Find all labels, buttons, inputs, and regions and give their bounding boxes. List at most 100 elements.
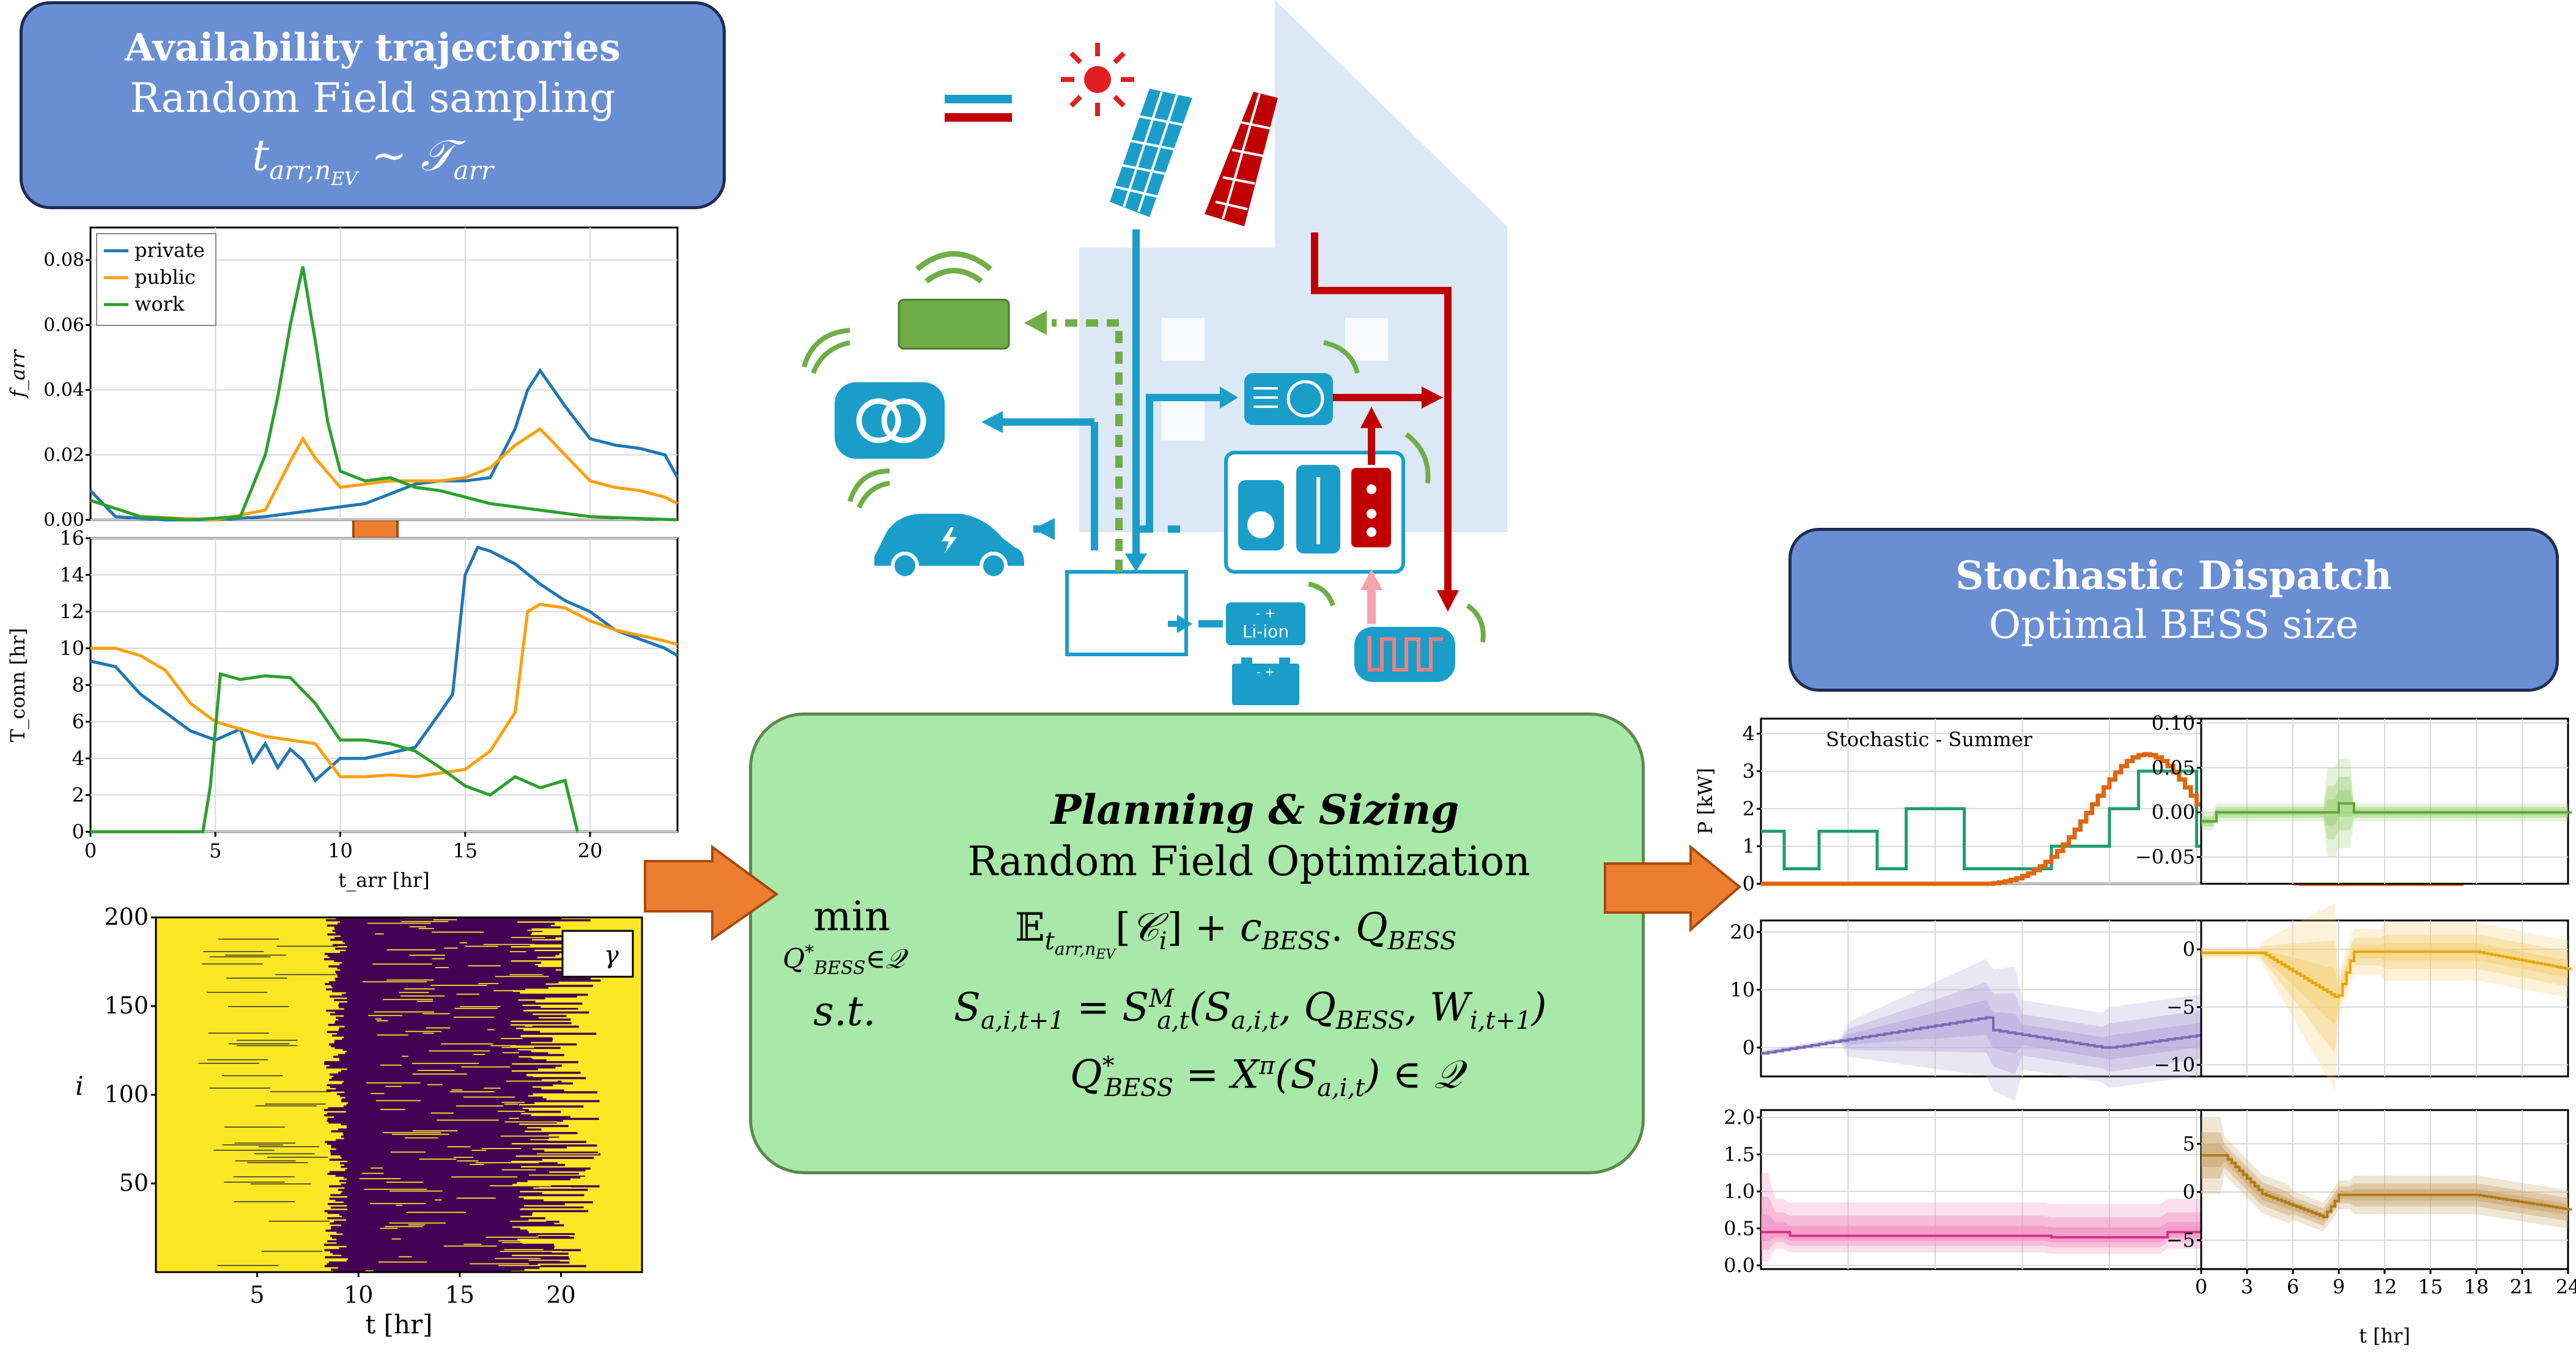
heatmap-row <box>337 974 601 977</box>
heatmap-gap <box>385 1086 402 1087</box>
heatmap-row <box>330 1073 526 1076</box>
heatmap-row <box>341 1215 520 1218</box>
ytick-label: 20 <box>1730 920 1755 944</box>
heatmap-row <box>343 1133 549 1136</box>
heatmap-gap <box>460 1006 501 1007</box>
ytick-label: 14 <box>59 563 84 587</box>
heatmap-row <box>327 924 551 927</box>
heatmap-gap <box>451 1176 518 1178</box>
heatmap-row <box>347 997 545 999</box>
ytick-label: 50 <box>119 1169 149 1196</box>
heatmap-gap <box>531 1057 552 1059</box>
ytick-label: 1.5 <box>1724 1143 1755 1166</box>
heatmap-gap <box>501 1046 534 1048</box>
heatmap-gap <box>456 993 479 995</box>
ytick-label: 0.00 <box>43 509 84 531</box>
heatmap-row <box>336 1087 542 1090</box>
heatmap-row <box>331 1146 567 1149</box>
heatmap-row <box>335 947 590 950</box>
ytick-label: 8 <box>72 673 84 697</box>
dispatch-line <box>2201 950 2572 998</box>
heatmap-row <box>338 1072 581 1074</box>
heatmap-row <box>329 1158 542 1161</box>
heatmap-row <box>346 1245 555 1248</box>
heatmap-row <box>327 1263 538 1265</box>
heatmap-row <box>335 979 601 982</box>
ytick-label: 200 <box>104 903 149 930</box>
heatmap-gap <box>386 949 436 950</box>
ytick-label: 5 <box>2183 1132 2195 1155</box>
ytick-label: 4 <box>72 747 84 770</box>
heatmap-row <box>327 1117 599 1120</box>
heatmap-row <box>347 1208 520 1211</box>
battery-signs: - + <box>1257 664 1275 679</box>
xtick-label: 0 <box>2195 1275 2207 1298</box>
heatmap-gap <box>371 1093 385 1094</box>
heatmap-row <box>324 953 559 955</box>
heatmap-row <box>327 1172 579 1176</box>
heatmap-gap <box>481 1148 521 1149</box>
heatmap-row <box>346 1182 517 1184</box>
heatmap-row <box>325 1256 569 1259</box>
heatmap-thin-line <box>254 1153 315 1155</box>
heatmap-row <box>338 1029 524 1032</box>
heatmap-row <box>342 1233 575 1235</box>
heatmap-row <box>334 1011 589 1014</box>
heatmap-row <box>346 1050 531 1053</box>
heatmap-row <box>345 1111 561 1113</box>
heatmap-gap <box>473 1054 485 1056</box>
heatmap-gap <box>371 1167 383 1169</box>
heatmap-gap <box>400 995 445 997</box>
heatmap-row <box>330 1194 585 1196</box>
ytick-label: 0.00 <box>2152 801 2195 824</box>
heatmap-row <box>336 1242 523 1245</box>
legend-label: public <box>135 265 196 289</box>
ytick-label: 0.06 <box>43 314 84 336</box>
heatmap-row <box>344 1091 597 1094</box>
heatmap-row <box>332 990 513 993</box>
heatmap-row <box>338 922 555 925</box>
heatmap-row <box>327 1240 520 1243</box>
heatmap-row <box>346 1259 560 1262</box>
ytick-label: 100 <box>104 1081 149 1108</box>
heatmap-row <box>344 1176 581 1179</box>
transition-eq: Sa,i,t+1 = SMa,t(Sa,i,t, QBESS, Wi,t+1) <box>954 985 1547 1035</box>
heatmap-row <box>344 1036 553 1039</box>
ytick-label: 0 <box>2183 938 2195 961</box>
heat-lines <box>1311 232 1452 599</box>
heatmap-row <box>328 1261 570 1264</box>
heatmap-gap <box>527 930 548 931</box>
heatmap-gap <box>490 1045 517 1046</box>
ytick-label: −10 <box>2153 1053 2195 1076</box>
heatmap-row <box>335 1199 544 1202</box>
heatmap-gap <box>525 1025 533 1027</box>
heatmap-row <box>338 1267 540 1269</box>
ytick-label: −5 <box>2166 996 2195 1019</box>
heatmap-gap <box>501 1038 523 1039</box>
heatmap-gap <box>367 922 431 924</box>
heatmap-row <box>338 1004 523 1007</box>
ytick-label: 2 <box>1743 797 1755 820</box>
heatmap-gap <box>500 1135 563 1137</box>
heatmap-row <box>334 999 519 1001</box>
heatmap-row <box>337 1093 533 1095</box>
heatmap-gap <box>380 1227 398 1229</box>
heatmap-gap <box>469 1164 484 1165</box>
heater-icon <box>1351 468 1391 547</box>
heatmap-row <box>336 1139 548 1141</box>
heatmap-gap <box>402 1056 408 1057</box>
heatmap-thin-line <box>222 1075 283 1076</box>
heatmap-row <box>328 1107 523 1109</box>
heatmap-row <box>339 1027 517 1030</box>
heatmap-gap <box>504 1121 558 1123</box>
dispatch-line <box>2201 802 2572 823</box>
heatmap-gap <box>495 1257 541 1259</box>
heatmap-row <box>339 1006 541 1009</box>
heatmap-gap <box>509 951 526 952</box>
ytick-label: 10 <box>1730 978 1755 1001</box>
heatmap-row <box>346 1125 569 1127</box>
heatmap-gap <box>378 1261 427 1263</box>
heatmap-thin-line <box>237 1045 298 1046</box>
uncertainty-band <box>2201 776 2568 840</box>
xtick-label: 9 <box>2333 1275 2345 1298</box>
